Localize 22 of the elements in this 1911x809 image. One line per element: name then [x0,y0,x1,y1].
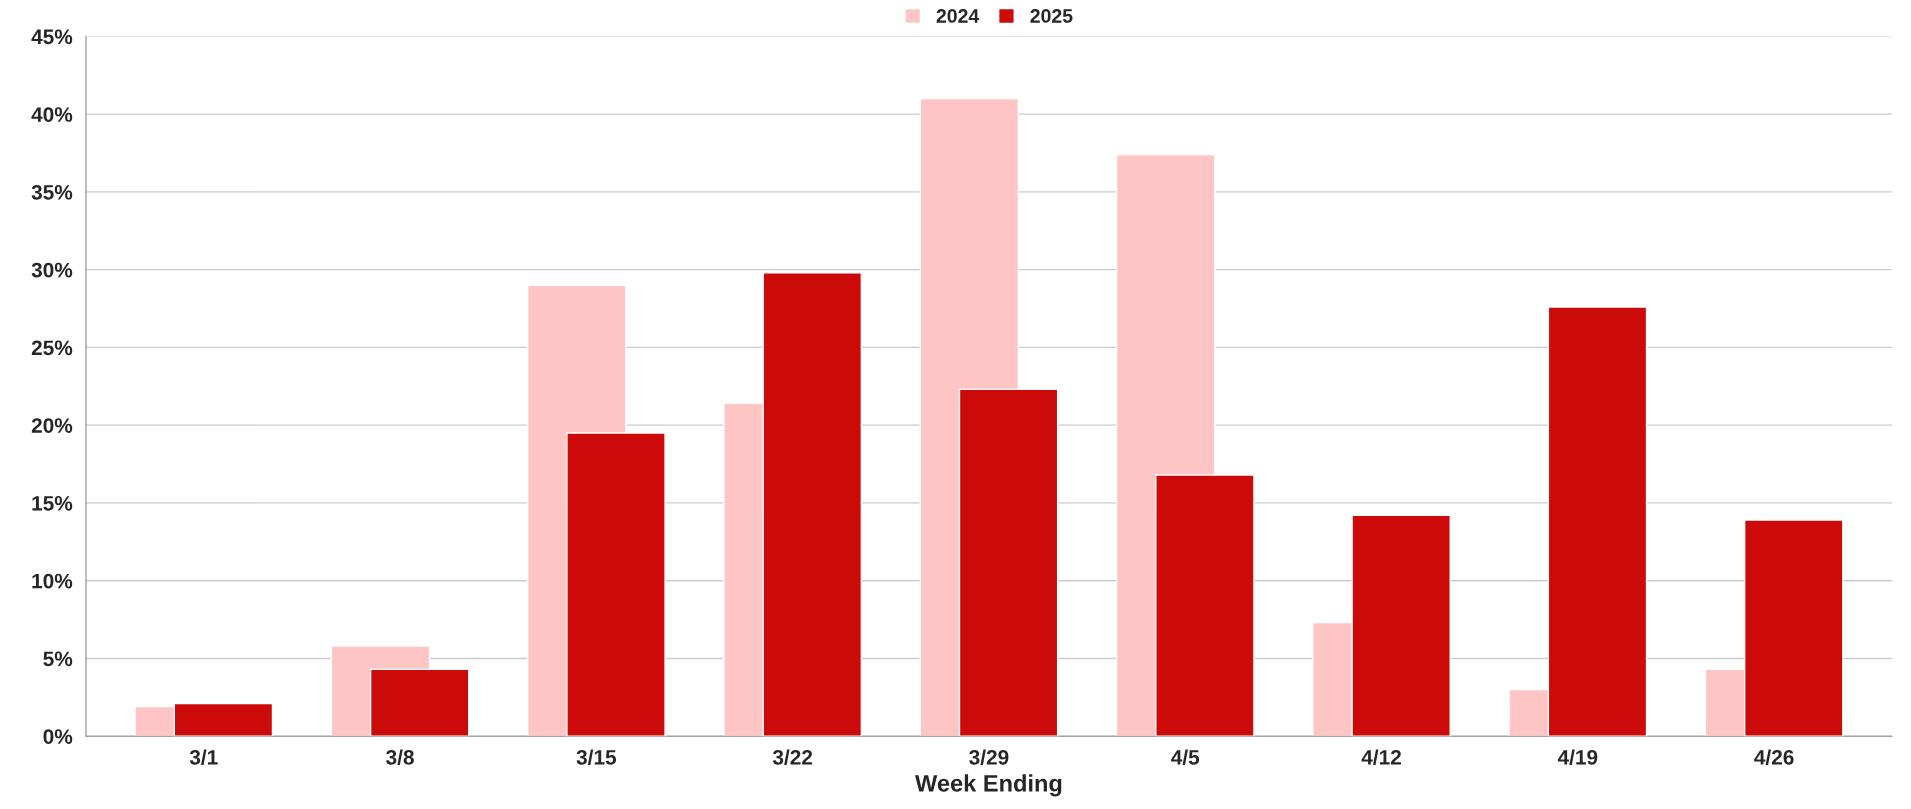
x-tick-label: 3/1 [189,749,218,765]
x-tick-label: 4/19 [1557,749,1598,765]
legend-label: 2025 [1030,9,1073,23]
legend-label: 2024 [936,9,980,23]
y-tick-label: 10% [32,573,73,589]
y-tick-label: 25% [31,340,73,356]
y-tick-label: 35% [31,184,73,200]
x-tick-label: 4/12 [1361,749,1401,765]
x-tick-label: 3/22 [772,749,813,765]
y-tick-label: 5% [43,651,73,667]
y-tick-label: 40% [31,107,73,122]
x-tick-label: 3/8 [386,749,414,765]
y-tick-label: 15% [32,495,73,511]
y-tick-label: 0% [43,729,73,744]
x-tick-label: 4/26 [1754,749,1794,765]
y-tick-label: 30% [31,262,73,278]
y-tick-label: 45% [31,29,73,45]
x-tick-label: 3/15 [576,749,617,765]
x-tick-label: 3/29 [969,749,1009,765]
x-axis-title: Week Ending [915,774,1062,797]
x-tick-label: 4/5 [1171,749,1200,765]
y-tick-label: 20% [31,418,73,433]
